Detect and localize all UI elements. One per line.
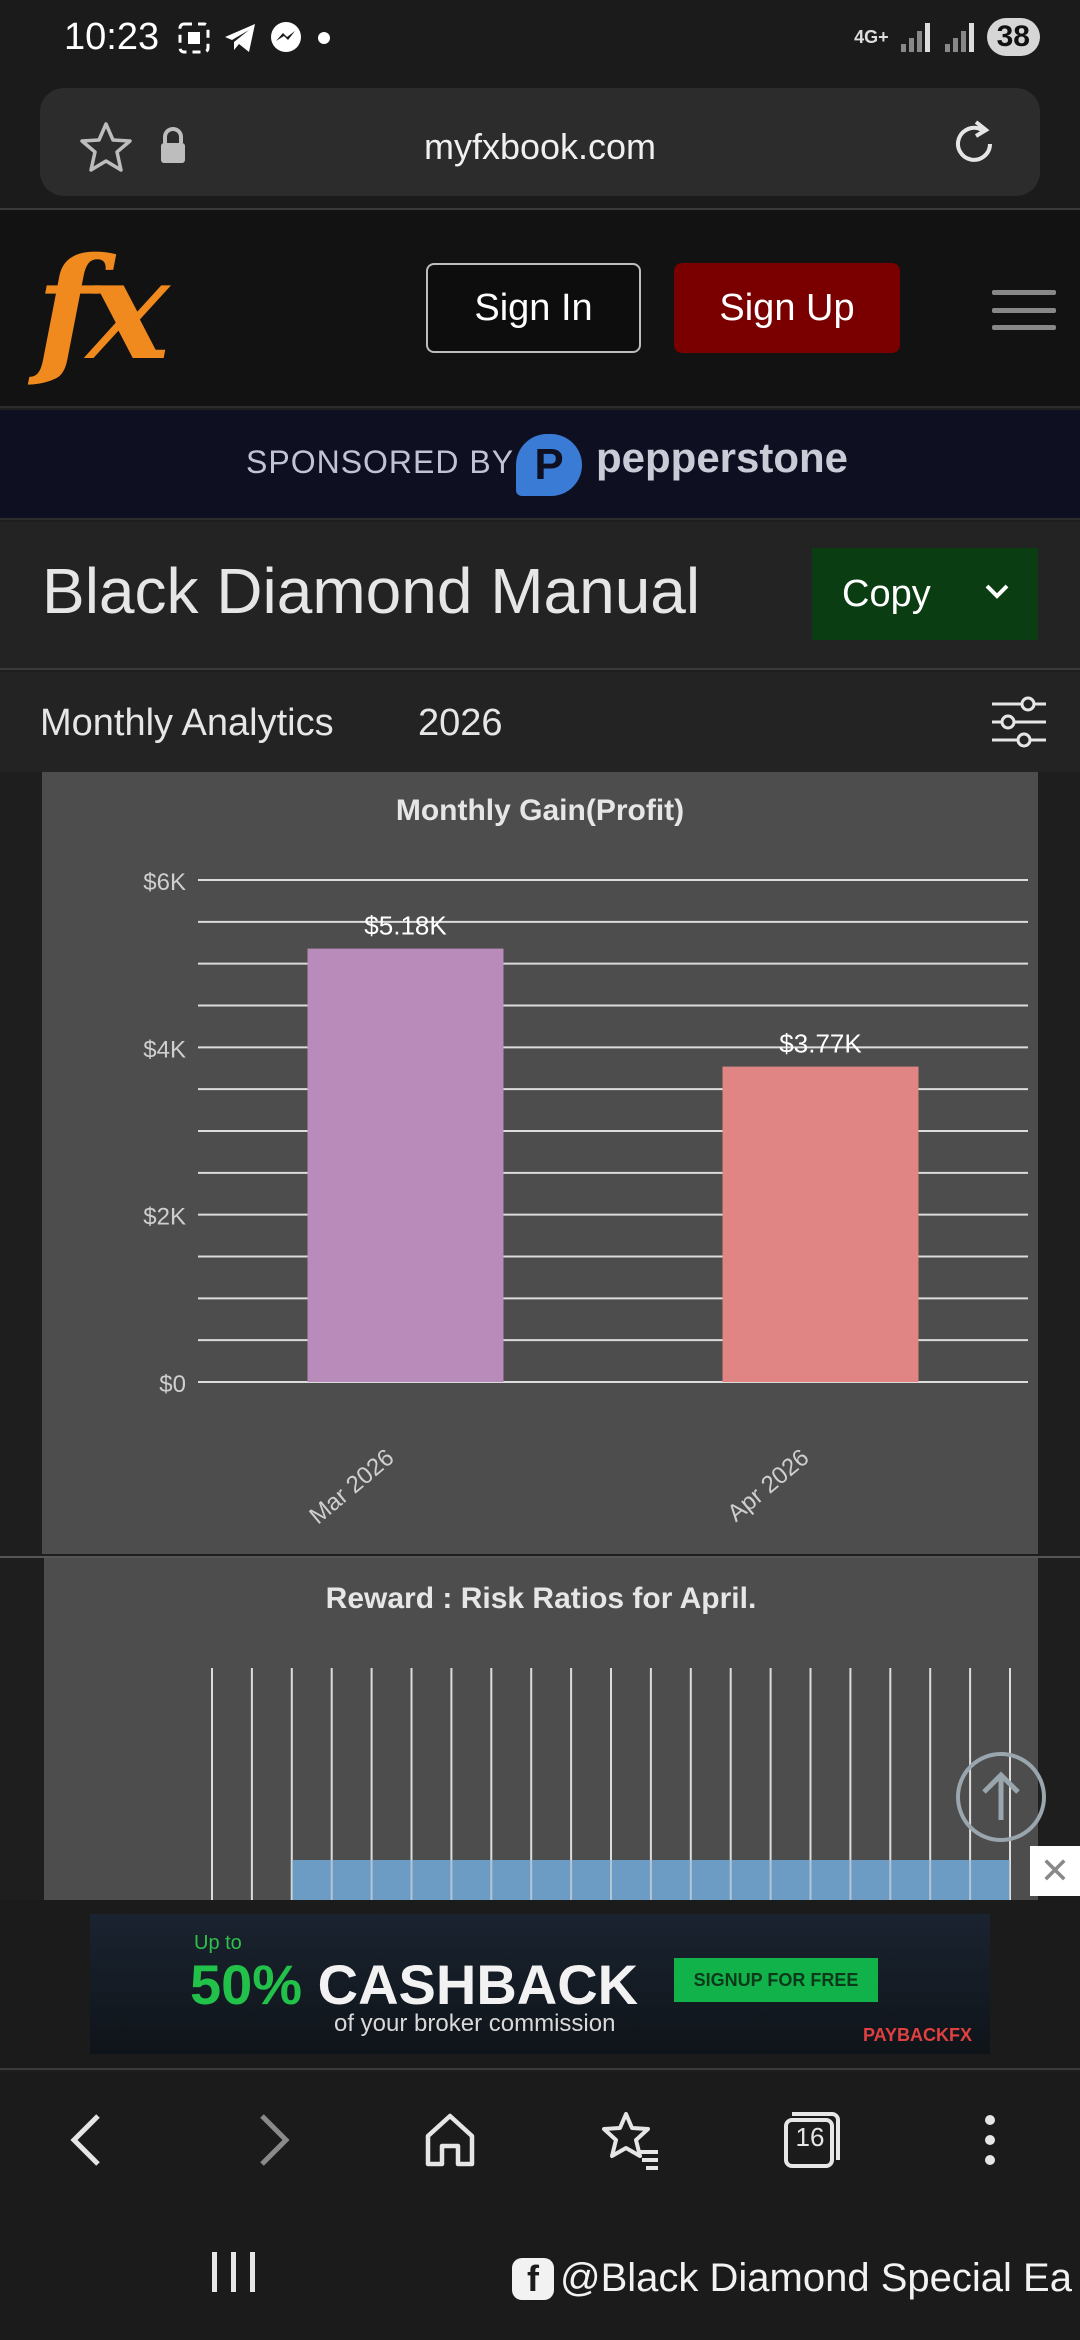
ad-headline-percent: 50% [190, 1953, 303, 2016]
close-ad-button[interactable]: ✕ [1030, 1846, 1080, 1896]
sponsor-label: SPONSORED BY [246, 444, 515, 480]
status-bar: 10:23 4G+ 38 [0, 0, 1080, 80]
title-row: Black Diamond Manual Copy [0, 522, 1080, 670]
browser-toolbar: myfxbook.com [0, 80, 1080, 210]
watermark-text: @Black Diamond Special Ea [560, 2256, 1072, 2300]
chart-title: Reward : Risk Ratios for April. [325, 1582, 757, 1615]
star-icon[interactable] [78, 120, 134, 176]
pepperstone-logo-icon: P [516, 434, 582, 496]
facebook-icon: f [512, 2257, 554, 2300]
telegram-icon [225, 24, 255, 52]
ad-headline-word: CASHBACK [317, 1953, 639, 2016]
data-label: $5.18K [364, 911, 447, 941]
bar [307, 948, 504, 1382]
recent-apps-icon[interactable] [208, 2248, 260, 2296]
more-options-icon[interactable] [958, 2108, 1022, 2172]
x-tick-label: Apr 2026 [722, 1444, 814, 1527]
signal-icon [900, 23, 930, 52]
chevron-down-icon[interactable] [984, 578, 1010, 604]
forward-icon[interactable] [240, 2108, 304, 2172]
battery-indicator: 38 [986, 18, 1040, 56]
reward-risk-section: Reward : Risk Ratios for April. [0, 1556, 1080, 1904]
scroll-to-top-button[interactable] [956, 1752, 1046, 1842]
monthly-gain-svg: $0 $2K $4K $6K $5.18K Mar 2026 $3.77K Apr 2026 [143, 869, 1028, 1530]
copy-button[interactable]: Copy [812, 548, 1038, 640]
x-tick-label: Mar 2026 [304, 1444, 399, 1530]
monthly-gain-chart: Monthly Gain(Profit) $0 $2K $4K $6K $5.18K Ma… [42, 772, 1038, 1554]
fx-logo[interactable]: fx [36, 228, 170, 392]
ad-signup-button[interactable]: SIGNUP FOR FREE [674, 1958, 878, 2002]
y-tick-label: $6K [143, 869, 186, 896]
messenger-icon [271, 22, 301, 52]
address-bar[interactable]: myfxbook.com [40, 88, 1040, 196]
sign-up-button[interactable]: Sign Up [674, 263, 900, 353]
site-header: fx Sign In Sign Up [0, 210, 1080, 408]
analytics-label: Monthly Analytics [40, 702, 334, 744]
filter-sliders-icon[interactable] [990, 694, 1048, 750]
tab-count: 16 [795, 2122, 825, 2152]
bar [722, 1066, 919, 1382]
analytics-header: Monthly Analytics 2026 [0, 672, 1080, 772]
bookmarks-icon[interactable] [598, 2108, 662, 2172]
browser-nav-bar: 16 [0, 2072, 1080, 2204]
sponsor-brand: pepperstone [596, 434, 849, 481]
status-right: 4G+ 38 [854, 18, 1040, 56]
tabs-icon [784, 2112, 840, 2168]
sign-in-button[interactable]: Sign In [426, 263, 641, 353]
ad-area: Up to 50% CASHBACK of your broker commis… [0, 1900, 1080, 2070]
menu-icon[interactable] [992, 290, 1056, 330]
copy-label: Copy [842, 572, 931, 615]
system-nav-bar: f @Black Diamond Special Ea [0, 2204, 1080, 2340]
status-time: 10:23 [64, 16, 160, 58]
back-icon[interactable] [56, 2108, 120, 2172]
reload-icon[interactable] [946, 116, 1002, 172]
screenshot-icon [178, 22, 210, 54]
y-tick-label: $2K [143, 1204, 186, 1231]
arrow-up-icon [982, 1771, 1020, 1820]
network-type: 4G+ [854, 26, 889, 47]
year-selector[interactable]: 2026 [418, 702, 503, 744]
y-tick-label: $4K [143, 1036, 186, 1063]
sponsor-banner[interactable]: SPONSORED BY P pepperstone [0, 410, 1080, 520]
ad-headline: 50% CASHBACK [190, 1952, 638, 2017]
y-tick-label: $0 [159, 1371, 186, 1398]
tabs-button[interactable]: 16 [778, 2108, 842, 2172]
cashback-ad-banner[interactable]: Up to 50% CASHBACK of your broker commis… [90, 1914, 990, 2054]
ad-subline: of your broker commission [334, 2010, 616, 2037]
dot-icon [318, 32, 330, 44]
ad-brand: PAYBACKFX [862, 2025, 972, 2045]
chart-title: Monthly Gain(Profit) [395, 794, 685, 827]
data-label: $3.77K [779, 1029, 862, 1059]
page-title: Black Diamond Manual [42, 555, 701, 627]
home-icon[interactable] [418, 2108, 482, 2172]
ad-upto: Up to [194, 1932, 242, 1954]
watermark: f @Black Diamond Special Ea [512, 2256, 1072, 2301]
reward-risk-svg [211, 1668, 1011, 1904]
url-text[interactable]: myfxbook.com [423, 126, 657, 167]
lock-icon [161, 127, 185, 163]
notification-icons [176, 20, 334, 56]
reward-risk-chart: Reward : Risk Ratios for April. [44, 1558, 1038, 1904]
signal-icon [944, 23, 974, 52]
